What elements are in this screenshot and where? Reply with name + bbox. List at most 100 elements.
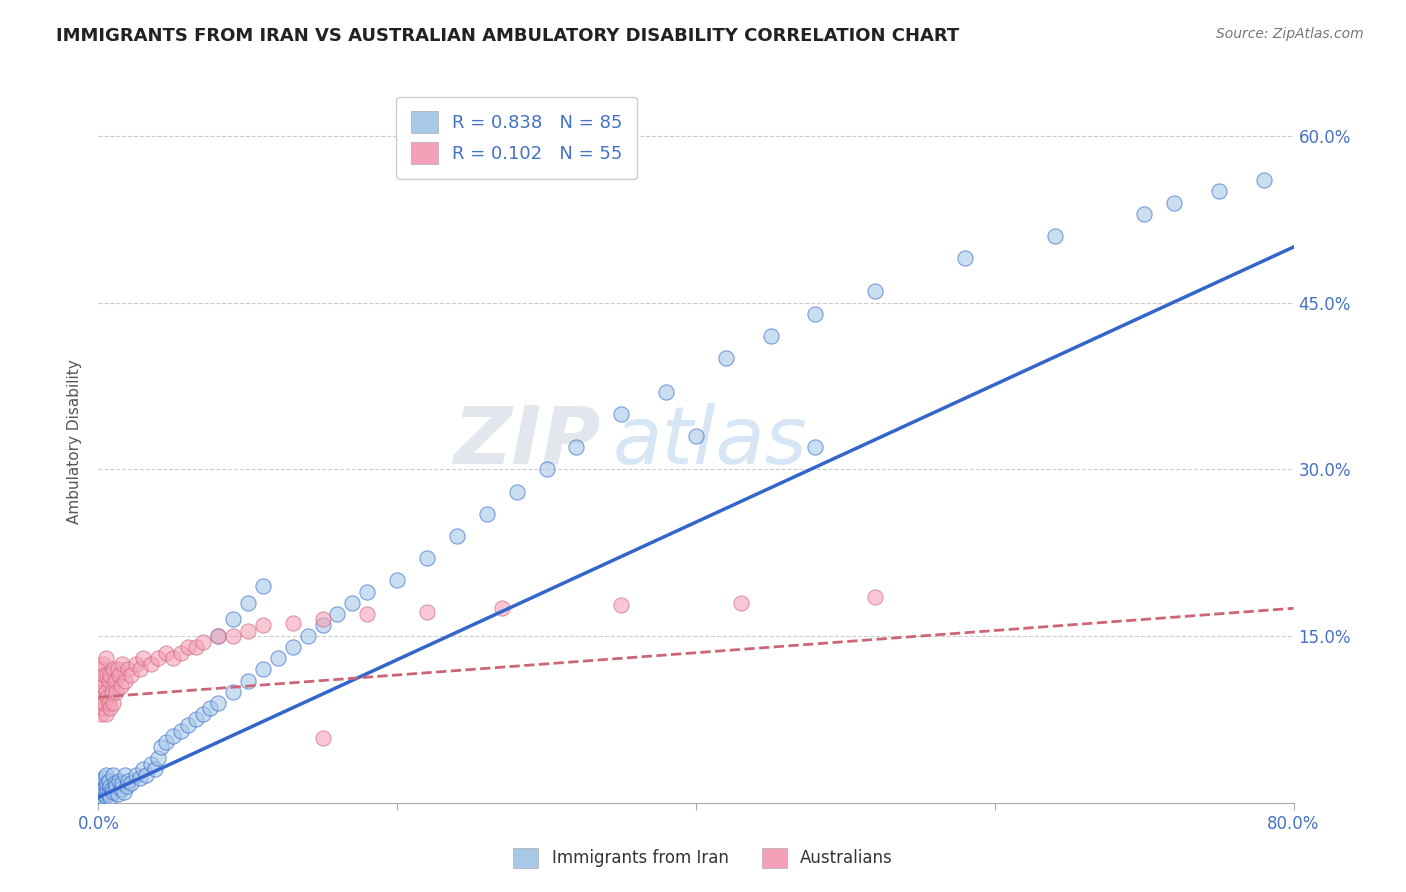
- Point: [115, 779, 138, 793]
- Point: [93, 668, 115, 682]
- Point: [93, 782, 115, 797]
- Point: [236, 673, 259, 688]
- Point: [94, 706, 117, 721]
- Point: [222, 629, 245, 643]
- Point: [1163, 195, 1185, 210]
- Point: [356, 584, 378, 599]
- Point: [112, 785, 135, 799]
- Point: [98, 668, 122, 682]
- Point: [93, 787, 115, 801]
- Point: [97, 787, 120, 801]
- Point: [148, 651, 170, 665]
- Point: [311, 731, 333, 746]
- Point: [148, 751, 170, 765]
- Point: [117, 662, 139, 676]
- Point: [132, 763, 155, 777]
- Point: [143, 763, 166, 777]
- Point: [89, 782, 111, 797]
- Point: [104, 776, 127, 790]
- Point: [91, 701, 114, 715]
- Point: [222, 612, 245, 626]
- Text: ZIP: ZIP: [453, 402, 600, 481]
- Point: [252, 579, 274, 593]
- Point: [90, 789, 112, 804]
- Legend: Immigrants from Iran, Australians: Immigrants from Iran, Australians: [506, 841, 900, 875]
- Point: [105, 684, 128, 698]
- Point: [865, 285, 887, 299]
- Point: [236, 624, 259, 638]
- Point: [1133, 207, 1156, 221]
- Point: [311, 612, 333, 626]
- Point: [1043, 228, 1066, 243]
- Point: [94, 768, 117, 782]
- Point: [90, 706, 112, 721]
- Point: [177, 640, 200, 655]
- Point: [685, 429, 707, 443]
- Point: [101, 782, 124, 797]
- Point: [125, 657, 148, 671]
- Text: atlas: atlas: [613, 402, 807, 481]
- Point: [91, 679, 114, 693]
- Point: [107, 787, 129, 801]
- Point: [114, 673, 136, 688]
- Point: [91, 657, 114, 671]
- Point: [103, 662, 125, 676]
- Point: [506, 484, 529, 499]
- Point: [565, 440, 588, 454]
- Point: [132, 651, 155, 665]
- Point: [90, 684, 112, 698]
- Point: [536, 462, 558, 476]
- Point: [1253, 173, 1275, 187]
- Point: [91, 776, 114, 790]
- Point: [97, 696, 120, 710]
- Point: [342, 596, 364, 610]
- Point: [125, 768, 148, 782]
- Point: [155, 734, 177, 748]
- Point: [610, 598, 633, 612]
- Point: [356, 607, 378, 621]
- Point: [207, 696, 229, 710]
- Point: [96, 785, 118, 799]
- Point: [94, 779, 117, 793]
- Point: [714, 351, 737, 366]
- Point: [200, 701, 222, 715]
- Point: [162, 651, 184, 665]
- Point: [91, 785, 114, 799]
- Point: [416, 605, 439, 619]
- Point: [111, 776, 134, 790]
- Point: [108, 773, 131, 788]
- Point: [96, 668, 118, 682]
- Point: [222, 684, 245, 698]
- Point: [139, 756, 162, 771]
- Point: [105, 779, 128, 793]
- Point: [150, 740, 173, 755]
- Point: [117, 773, 139, 788]
- Point: [89, 673, 111, 688]
- Point: [236, 596, 259, 610]
- Point: [865, 590, 887, 604]
- Point: [97, 773, 120, 788]
- Point: [120, 776, 142, 790]
- Point: [103, 696, 125, 710]
- Point: [177, 718, 200, 732]
- Point: [103, 768, 125, 782]
- Point: [139, 657, 162, 671]
- Point: [804, 440, 827, 454]
- Point: [491, 601, 513, 615]
- Point: [89, 696, 111, 710]
- Point: [98, 790, 122, 805]
- Point: [96, 690, 118, 705]
- Text: Source: ZipAtlas.com: Source: ZipAtlas.com: [1216, 27, 1364, 41]
- Point: [91, 790, 114, 805]
- Point: [90, 662, 112, 676]
- Point: [107, 662, 129, 676]
- Point: [104, 673, 127, 688]
- Point: [610, 407, 633, 421]
- Point: [655, 384, 678, 399]
- Point: [110, 782, 132, 797]
- Point: [191, 634, 214, 648]
- Point: [129, 662, 152, 676]
- Point: [90, 779, 112, 793]
- Point: [267, 651, 290, 665]
- Point: [155, 646, 177, 660]
